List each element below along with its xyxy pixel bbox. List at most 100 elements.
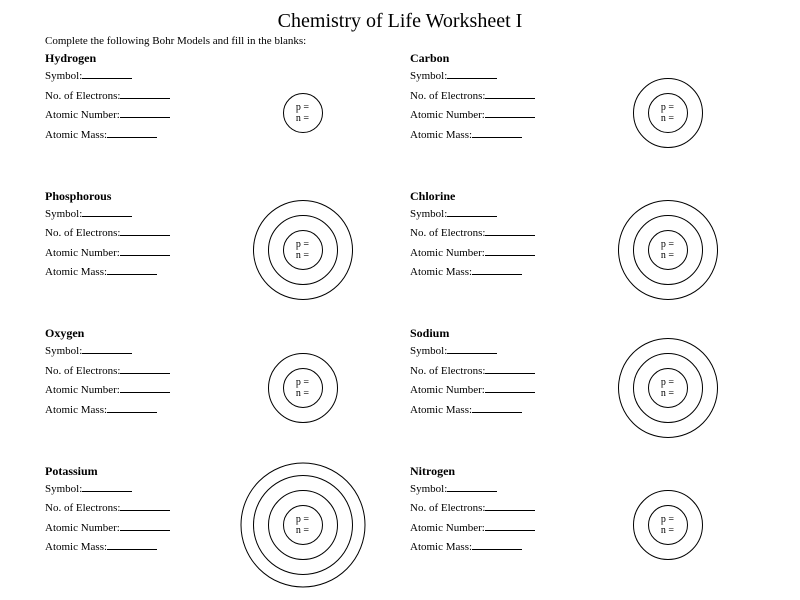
blank-line[interactable] xyxy=(472,128,522,138)
blank-line[interactable] xyxy=(120,364,170,374)
worksheet-page: Chemistry of Life Worksheet I Complete t… xyxy=(0,0,800,600)
blank-line[interactable] xyxy=(447,482,497,492)
blank-line[interactable] xyxy=(120,501,170,511)
blank-line[interactable] xyxy=(82,344,132,354)
blank-line[interactable] xyxy=(82,207,132,217)
field-row-symbol: Symbol: xyxy=(410,206,580,224)
blank-line[interactable] xyxy=(485,226,535,236)
element-cell: Carbon Symbol: No. of Electrons: Atomic Num… xyxy=(410,49,755,177)
field-label: No. of Electrons: xyxy=(45,365,120,377)
proton-line: p = xyxy=(661,102,674,113)
blank-line[interactable] xyxy=(82,69,132,79)
field-label: Atomic Number: xyxy=(410,522,485,534)
field-row-atomic_number: Atomic Number: xyxy=(45,107,215,125)
field-label: Atomic Mass: xyxy=(410,541,472,553)
field-label: Symbol: xyxy=(410,70,447,82)
field-label: Symbol: xyxy=(45,345,82,357)
blank-line[interactable] xyxy=(485,501,535,511)
field-row-electrons: No. of Electrons: xyxy=(410,88,580,106)
blank-line[interactable] xyxy=(120,226,170,236)
field-row-atomic_number: Atomic Number: xyxy=(45,382,215,400)
blank-line[interactable] xyxy=(472,265,522,275)
blank-line[interactable] xyxy=(447,69,497,79)
proton-line: p = xyxy=(296,514,309,525)
element-cell: ChlorineSymbol:No. of Electrons:Atomic N… xyxy=(410,187,755,315)
neutron-line: n = xyxy=(296,113,309,124)
element-fields: PhosphorousSymbol:No. of Electrons:Atomi… xyxy=(45,187,215,315)
rings-container: p =n = xyxy=(268,353,338,423)
field-label: Symbol: xyxy=(410,345,447,357)
blank-line[interactable] xyxy=(472,540,522,550)
nucleus-label: p =n = xyxy=(296,377,309,399)
blank-line[interactable] xyxy=(120,246,170,256)
blank-line[interactable] xyxy=(485,89,535,99)
field-label: Symbol: xyxy=(45,70,82,82)
blank-line[interactable] xyxy=(485,364,535,374)
blank-line[interactable] xyxy=(107,265,157,275)
rings-container: p =n = xyxy=(633,490,703,560)
element-cell: SodiumSymbol:No. of Electrons:Atomic Num… xyxy=(410,324,755,452)
neutron-line: n = xyxy=(296,388,309,399)
field-row-electrons: No. of Electrons: xyxy=(45,88,215,106)
bohr-diagram: p =n = xyxy=(215,324,390,452)
element-cell: OxygenSymbol:No. of Electrons:Atomic Num… xyxy=(45,324,390,452)
element-name: Nitrogen xyxy=(410,462,580,481)
field-label: No. of Electrons: xyxy=(45,227,120,239)
bohr-diagram: p =n = xyxy=(580,462,755,590)
field-row-atomic_mass: Atomic Mass: xyxy=(45,264,215,282)
blank-line[interactable] xyxy=(120,383,170,393)
field-row-symbol: Symbol: xyxy=(45,343,215,361)
blank-line[interactable] xyxy=(120,89,170,99)
nucleus-label: p =n = xyxy=(661,514,674,536)
field-label: Atomic Mass: xyxy=(45,129,107,141)
neutron-line: n = xyxy=(661,388,674,399)
blank-line[interactable] xyxy=(485,521,535,531)
field-label: Atomic Mass: xyxy=(45,541,107,553)
field-row-atomic_number: Atomic Number: xyxy=(410,520,580,538)
nucleus-label: p =n = xyxy=(296,239,309,261)
element-cell: PhosphorousSymbol:No. of Electrons:Atomi… xyxy=(45,187,390,315)
element-grid: HydrogenSymbol:No. of Electrons:Atomic N… xyxy=(45,49,755,589)
blank-line[interactable] xyxy=(82,482,132,492)
field-row-atomic_mass: Atomic Mass: xyxy=(410,402,580,420)
element-fields: SodiumSymbol:No. of Electrons:Atomic Num… xyxy=(410,324,580,452)
field-label: No. of Electrons: xyxy=(410,90,485,102)
blank-line[interactable] xyxy=(485,383,535,393)
field-row-electrons: No. of Electrons: xyxy=(45,500,215,518)
field-label: Atomic Number: xyxy=(45,522,120,534)
field-row-atomic_number: Atomic Number: xyxy=(45,520,215,538)
blank-line[interactable] xyxy=(447,207,497,217)
blank-line[interactable] xyxy=(485,108,535,118)
field-label: No. of Electrons: xyxy=(410,502,485,514)
blank-line[interactable] xyxy=(472,403,522,413)
proton-line: p = xyxy=(296,239,309,250)
field-row-atomic_mass: Atomic Mass: xyxy=(45,402,215,420)
blank-line[interactable] xyxy=(107,128,157,138)
blank-line[interactable] xyxy=(107,540,157,550)
element-fields: OxygenSymbol:No. of Electrons:Atomic Num… xyxy=(45,324,215,452)
field-row-atomic_mass: Atomic Mass: xyxy=(410,127,580,145)
element-name: Potassium xyxy=(45,462,215,481)
element-name: Hydrogen xyxy=(45,49,215,68)
element-fields: Carbon Symbol: No. of Electrons: Atomic Num… xyxy=(410,49,580,177)
element-fields: ChlorineSymbol:No. of Electrons:Atomic N… xyxy=(410,187,580,315)
field-label: Atomic Mass: xyxy=(410,404,472,416)
blank-line[interactable] xyxy=(447,344,497,354)
field-label: Atomic Number: xyxy=(410,109,485,121)
proton-line: p = xyxy=(661,377,674,388)
blank-line[interactable] xyxy=(120,108,170,118)
blank-line[interactable] xyxy=(107,403,157,413)
field-label: No. of Electrons: xyxy=(45,502,120,514)
nucleus-label: p =n = xyxy=(661,102,674,124)
blank-line[interactable] xyxy=(485,246,535,256)
neutron-line: n = xyxy=(296,250,309,261)
field-row-symbol: Symbol: xyxy=(410,343,580,361)
field-label: Atomic Mass: xyxy=(45,404,107,416)
field-row-electrons: No. of Electrons: xyxy=(45,225,215,243)
field-label: Atomic Number: xyxy=(410,384,485,396)
blank-line[interactable] xyxy=(120,521,170,531)
element-name: Carbon xyxy=(410,49,580,68)
field-label: Atomic Number: xyxy=(410,247,485,259)
field-row-electrons: No. of Electrons: xyxy=(410,363,580,381)
proton-line: p = xyxy=(296,102,309,113)
